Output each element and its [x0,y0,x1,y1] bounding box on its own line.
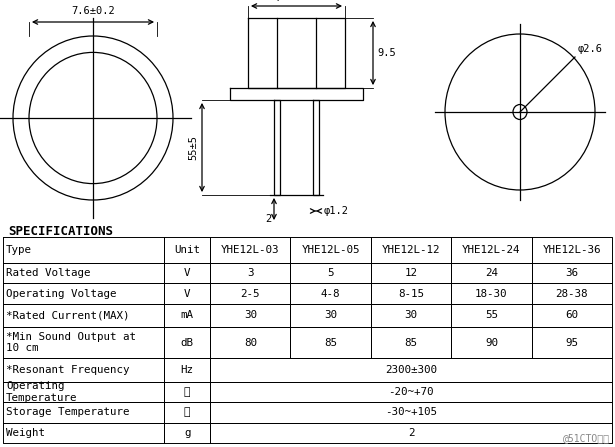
Text: 18-30: 18-30 [475,289,507,299]
Text: -20~+70: -20~+70 [388,387,434,397]
Text: 7.6±0.2: 7.6±0.2 [71,6,115,16]
Text: *Resonant Frequency: *Resonant Frequency [6,365,130,375]
Text: 8-15: 8-15 [398,289,424,299]
Text: 12: 12 [405,268,418,278]
Text: 95: 95 [565,337,578,347]
Text: YHE12L-12: YHE12L-12 [382,245,440,255]
Text: Unit: Unit [174,245,200,255]
Text: 60: 60 [565,310,578,320]
Text: g: g [184,428,191,438]
Text: Operating Voltage: Operating Voltage [6,289,116,299]
Text: YHE12L-05: YHE12L-05 [301,245,360,255]
Text: 2300±300: 2300±300 [385,365,437,375]
Text: YHE12L-24: YHE12L-24 [462,245,521,255]
Text: 28-38: 28-38 [555,289,588,299]
Text: 24: 24 [485,268,498,278]
Text: φ2.6: φ2.6 [578,44,603,54]
Text: Operating
Temperature: Operating Temperature [6,381,77,403]
Text: Rated Voltage: Rated Voltage [6,268,90,278]
Text: 9.5: 9.5 [377,48,395,58]
Text: Type: Type [6,245,32,255]
Text: 30: 30 [324,310,337,320]
Text: YHE12L-03: YHE12L-03 [221,245,279,255]
Ellipse shape [513,105,527,119]
Text: Storage Temperature: Storage Temperature [6,408,130,417]
Text: φ12-0.2: φ12-0.2 [275,0,319,1]
Text: 80: 80 [244,337,256,347]
Text: 36: 36 [565,268,578,278]
Text: 55±5: 55±5 [188,135,198,160]
Text: ℃: ℃ [184,408,191,417]
Text: 3: 3 [247,268,253,278]
Text: Hz: Hz [181,365,194,375]
Text: dB: dB [181,337,194,347]
Text: 90: 90 [485,337,498,347]
Text: 30: 30 [405,310,418,320]
Text: φ1.2: φ1.2 [324,206,349,216]
Text: 5: 5 [327,268,334,278]
Text: 30: 30 [244,310,256,320]
Text: ℃: ℃ [184,387,191,397]
Text: 2: 2 [266,214,272,224]
Text: Weight: Weight [6,428,45,438]
Text: *Rated Current(MAX): *Rated Current(MAX) [6,310,130,320]
Text: 85: 85 [405,337,418,347]
Text: SPECIFICATIONS: SPECIFICATIONS [8,225,113,238]
Text: *Min Sound Output at
10 cm: *Min Sound Output at 10 cm [6,332,136,353]
Text: 55: 55 [485,310,498,320]
Text: 2: 2 [408,428,415,438]
Text: YHE12L-36: YHE12L-36 [542,245,601,255]
Text: mA: mA [181,310,194,320]
Text: @51CTO博客: @51CTO博客 [563,433,610,443]
Text: 2-5: 2-5 [240,289,260,299]
Text: 85: 85 [324,337,337,347]
Text: V: V [184,268,191,278]
Text: -30~+105: -30~+105 [385,408,437,417]
Text: 4-8: 4-8 [321,289,340,299]
Text: V: V [184,289,191,299]
